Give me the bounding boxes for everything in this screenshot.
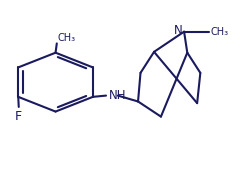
Text: F: F [15,110,22,123]
Text: NH: NH [109,89,126,102]
Text: N: N [174,24,183,37]
Text: CH₃: CH₃ [211,27,229,37]
Text: CH₃: CH₃ [58,33,76,43]
